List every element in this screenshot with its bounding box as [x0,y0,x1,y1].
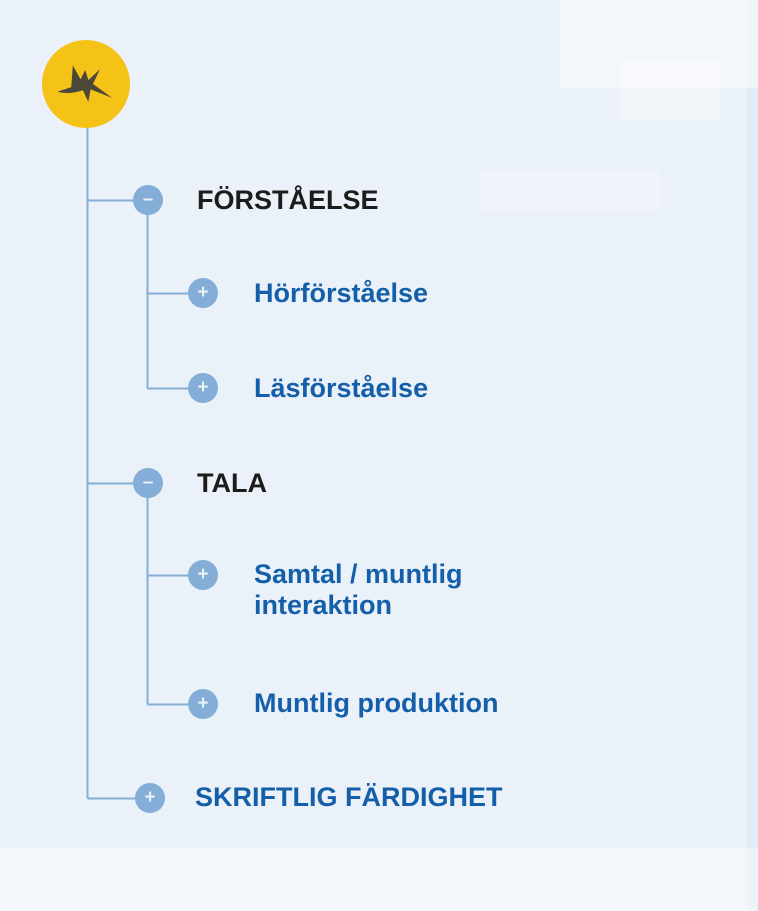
background-patch [560,0,758,88]
expand-button-skriftlig-fardighet[interactable]: + [135,783,165,813]
background-band [0,848,758,911]
expand-button-lasforstaelse[interactable]: + [188,373,218,403]
background-patch [620,60,720,120]
minus-icon: – [142,188,154,210]
plus-icon: + [197,563,209,585]
background-strip [747,0,758,911]
expand-button-samtal[interactable]: + [188,560,218,590]
tree-node-samtal-muntlig-interaktion[interactable]: Samtal / muntlig interaktion [254,559,463,620]
tree-node-muntlig-produktion[interactable]: Muntlig produktion [254,688,499,718]
tree-node-horforstaelse[interactable]: Hörförståelse [254,278,429,308]
plus-icon: + [197,376,209,398]
tree-node-tala[interactable]: TALA [197,468,267,498]
tree-node-skriftlig-fardighet[interactable]: SKRIFTLIG FÄRDIGHET [195,782,503,812]
minus-icon: – [142,471,154,493]
root-node[interactable] [42,40,130,128]
expand-button-muntlig-produktion[interactable]: + [188,689,218,719]
plus-icon: + [144,786,156,808]
expand-button-horforstaelse[interactable]: + [188,278,218,308]
collapse-button-forstaelse[interactable]: – [133,185,163,215]
tree-node-forstaelse[interactable]: FÖRSTÅELSE [197,185,379,215]
bird-icon [57,65,113,102]
plus-icon: + [197,692,209,714]
tree-node-lasforstaelse[interactable]: Läsförståelse [254,373,429,403]
collapse-button-tala[interactable]: – [133,468,163,498]
plus-icon: + [197,281,209,303]
background-patch [480,170,660,210]
